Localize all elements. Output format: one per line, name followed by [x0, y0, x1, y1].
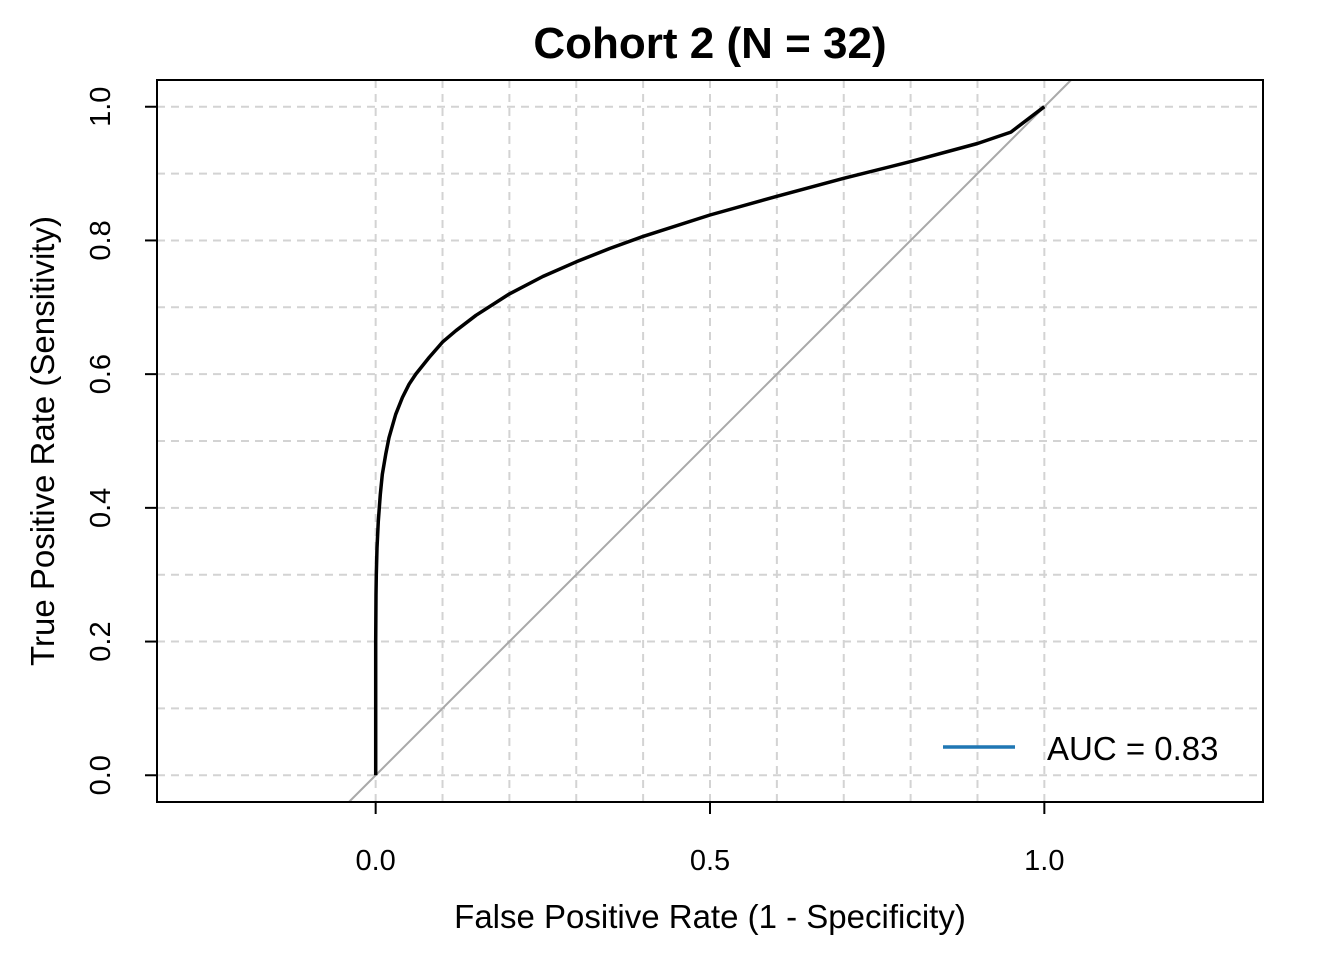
legend: AUC = 0.83 — [943, 730, 1219, 767]
y-tick-label: 0.6 — [85, 354, 117, 394]
chart-title: Cohort 2 (N = 32) — [533, 19, 886, 68]
y-tick-label: 0.8 — [85, 220, 117, 260]
reference-diagonal — [348, 79, 1072, 803]
y-axis: 0.0 0.2 0.4 0.6 0.8 1.0 — [85, 87, 157, 795]
x-axis: 0.0 0.5 1.0 — [355, 802, 1065, 877]
y-tick-label: 0.2 — [85, 621, 117, 661]
y-tick-label: 0.4 — [85, 488, 117, 528]
roc-curve — [373, 105, 1046, 776]
y-tick-label: 0.0 — [85, 755, 117, 795]
y-tick-label: 1.0 — [85, 87, 117, 127]
x-tick-label: 1.0 — [1024, 845, 1064, 877]
x-axis-label: False Positive Rate (1 - Specificity) — [454, 898, 966, 935]
legend-label: AUC = 0.83 — [1047, 730, 1219, 767]
x-tick-label: 0.0 — [355, 845, 395, 877]
grid-lines — [157, 80, 1263, 802]
y-axis-label: True Positive Rate (Sensitivity) — [24, 216, 61, 666]
x-tick-label: 0.5 — [690, 845, 730, 877]
